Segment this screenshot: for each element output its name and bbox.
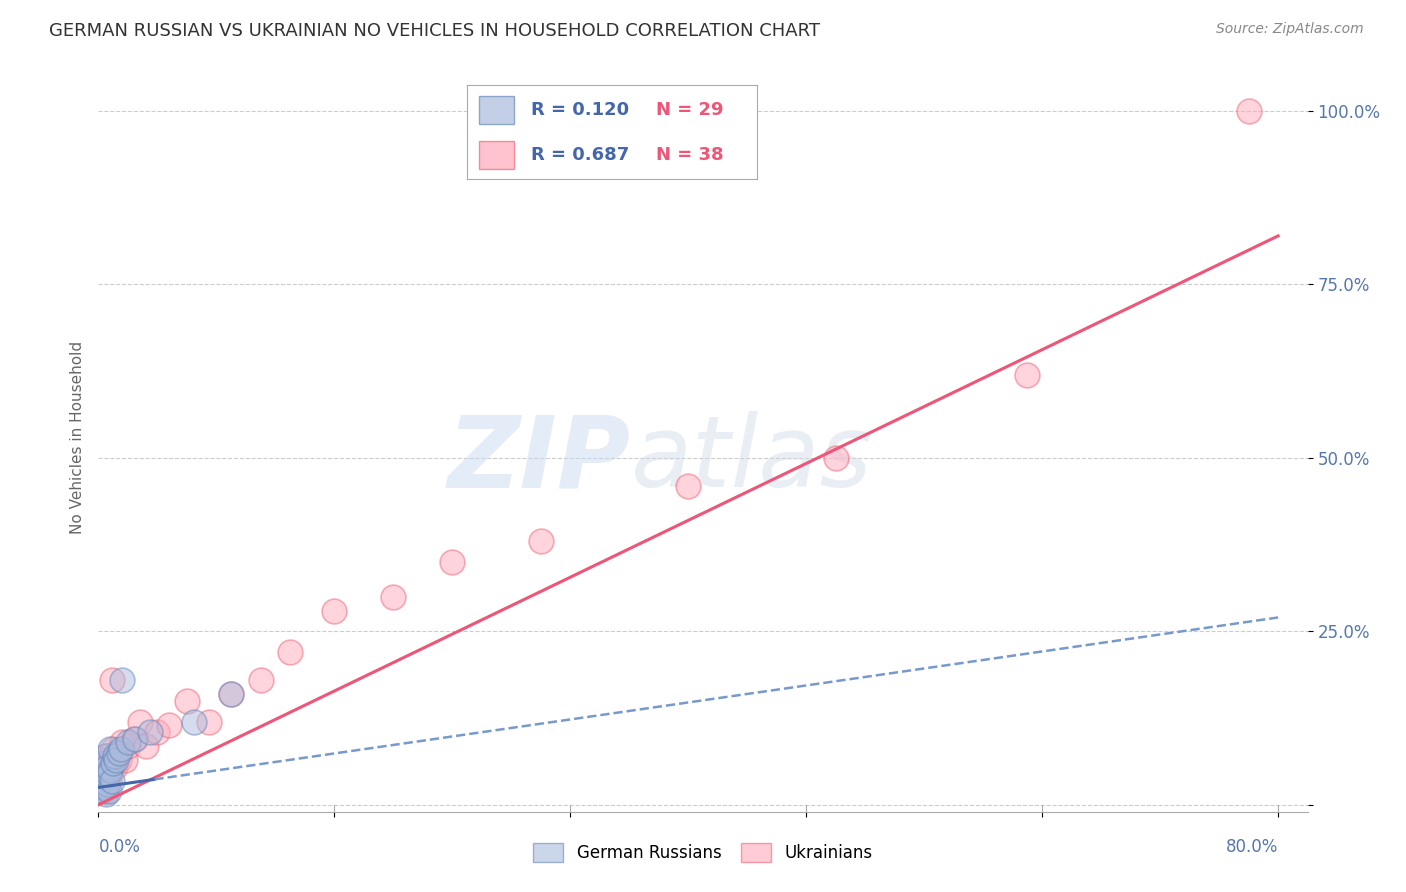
Point bbox=[90, 763, 112, 777]
Y-axis label: No Vehicles in Household: No Vehicles in Household bbox=[69, 341, 84, 533]
Point bbox=[94, 770, 117, 784]
Point bbox=[1237, 103, 1260, 118]
Point bbox=[93, 777, 115, 791]
Point bbox=[91, 770, 114, 784]
Point bbox=[139, 725, 162, 739]
Point bbox=[146, 725, 169, 739]
Point bbox=[441, 555, 464, 569]
Point bbox=[96, 766, 118, 780]
Point bbox=[97, 773, 120, 788]
Point bbox=[94, 749, 117, 764]
Point bbox=[100, 773, 122, 788]
Point bbox=[382, 590, 405, 604]
Point bbox=[101, 742, 124, 756]
Point bbox=[94, 788, 117, 802]
Point bbox=[111, 735, 134, 749]
Point bbox=[90, 784, 112, 798]
Point bbox=[104, 759, 127, 773]
Point bbox=[89, 777, 111, 791]
Point bbox=[219, 687, 242, 701]
Point bbox=[100, 673, 122, 687]
Point bbox=[219, 687, 242, 701]
Text: ZIP: ZIP bbox=[447, 411, 630, 508]
Point bbox=[824, 450, 846, 465]
Point bbox=[96, 759, 118, 773]
Point bbox=[105, 753, 128, 767]
Point bbox=[98, 742, 121, 756]
Point bbox=[98, 756, 121, 771]
Point bbox=[101, 756, 124, 771]
Point bbox=[93, 759, 115, 773]
Point bbox=[90, 763, 112, 777]
Point bbox=[183, 714, 205, 729]
Point bbox=[135, 739, 157, 753]
Text: 0.0%: 0.0% bbox=[98, 838, 141, 856]
Point bbox=[91, 773, 114, 788]
Point bbox=[157, 718, 180, 732]
Point bbox=[105, 746, 128, 760]
Point bbox=[90, 770, 112, 784]
Point bbox=[117, 739, 139, 753]
Point bbox=[108, 753, 131, 767]
Point bbox=[176, 694, 198, 708]
Point bbox=[124, 731, 146, 746]
Point bbox=[122, 731, 145, 746]
Point bbox=[1017, 368, 1039, 382]
Point bbox=[94, 749, 117, 764]
Point bbox=[97, 784, 120, 798]
Point bbox=[128, 714, 150, 729]
Point bbox=[93, 756, 115, 771]
Point bbox=[94, 784, 117, 798]
Point bbox=[90, 777, 112, 791]
Text: 80.0%: 80.0% bbox=[1226, 838, 1278, 856]
Text: GERMAN RUSSIAN VS UKRAINIAN NO VEHICLES IN HOUSEHOLD CORRELATION CHART: GERMAN RUSSIAN VS UKRAINIAN NO VEHICLES … bbox=[49, 22, 820, 40]
Point bbox=[96, 777, 118, 791]
Point bbox=[97, 766, 120, 780]
Point bbox=[278, 645, 301, 659]
Point bbox=[108, 746, 131, 760]
Text: Source: ZipAtlas.com: Source: ZipAtlas.com bbox=[1216, 22, 1364, 37]
Point bbox=[111, 673, 134, 687]
Point bbox=[198, 714, 221, 729]
Point bbox=[530, 534, 553, 549]
Point bbox=[110, 742, 132, 756]
Point bbox=[91, 753, 114, 767]
Point bbox=[93, 780, 115, 795]
Point bbox=[114, 753, 136, 767]
Point bbox=[323, 603, 346, 617]
Point bbox=[104, 749, 127, 764]
Legend: German Russians, Ukrainians: German Russians, Ukrainians bbox=[524, 835, 882, 871]
Text: atlas: atlas bbox=[630, 411, 872, 508]
Point bbox=[91, 784, 114, 798]
Point bbox=[98, 763, 121, 777]
Point bbox=[89, 784, 111, 798]
Point bbox=[117, 735, 139, 749]
Point bbox=[678, 478, 700, 492]
Point bbox=[249, 673, 271, 687]
